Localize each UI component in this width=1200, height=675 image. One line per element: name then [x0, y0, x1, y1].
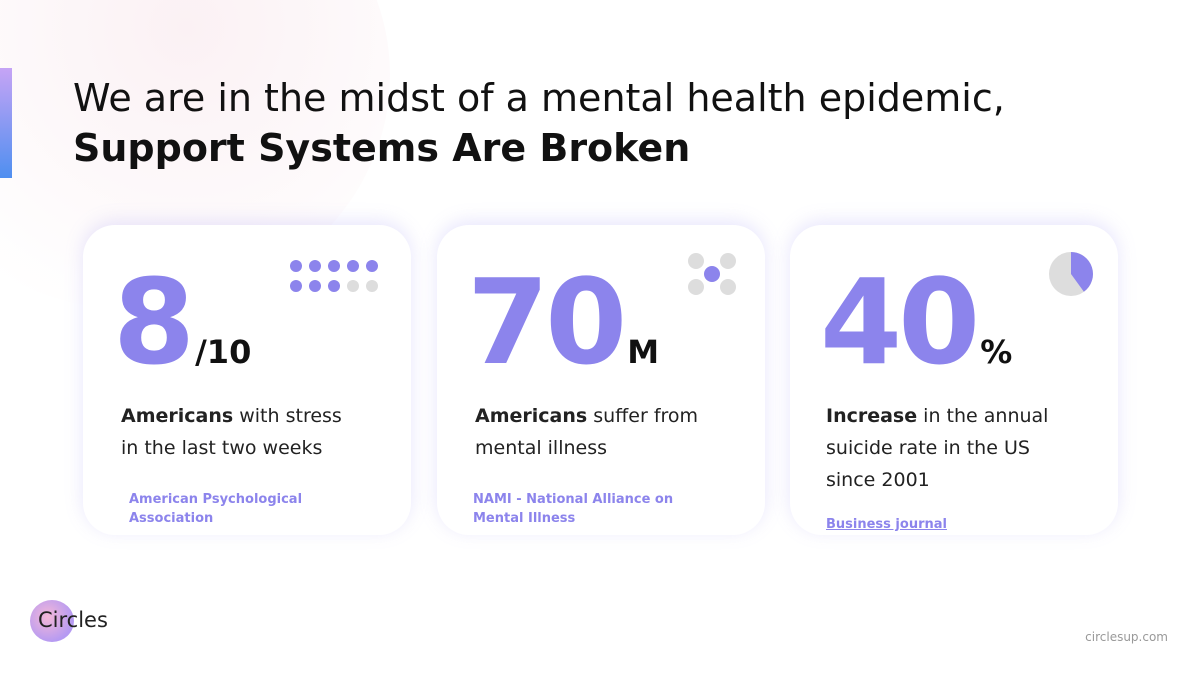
- stat-text: Americans suffer from mental illness: [475, 400, 725, 464]
- source: NAMI - National Alliance on Mental Illne…: [473, 492, 674, 526]
- stat-value: 40: [820, 253, 980, 391]
- stat-card: 8/10 Americans with stress in the last t…: [83, 225, 411, 535]
- stat-card: 70 M Americans suffer from mental illness…: [437, 225, 765, 535]
- stat-rest: in the annual suicide rate in the US sin…: [826, 405, 1049, 491]
- stat-bold: Americans: [475, 405, 588, 427]
- title-line-bold: Support Systems Are Broken: [73, 126, 691, 170]
- stat-bold: Increase: [826, 405, 918, 427]
- stat-card: 40% Increase in the annual suicide rate …: [790, 225, 1118, 535]
- stat-number: 40%: [820, 263, 1012, 381]
- logo-text: Circles: [38, 608, 108, 632]
- stat-suffix: M: [627, 333, 660, 371]
- accent-bar: [0, 68, 12, 178]
- dots-icon: [688, 253, 736, 295]
- stat-number: 8/10: [113, 263, 251, 381]
- source: American Psychological Association: [129, 492, 303, 526]
- dots-icon: [290, 260, 380, 292]
- stat-bold: Americans: [121, 405, 234, 427]
- pie-icon: [1049, 252, 1093, 296]
- title-line: We are in the midst of a mental health e…: [73, 76, 1005, 120]
- stat-text: Increase in the annual suicide rate in t…: [826, 400, 1066, 496]
- stat-suffix: %: [980, 333, 1013, 371]
- stat-value: 70: [467, 253, 627, 391]
- stat-rest: with stress in the last two weeks: [121, 405, 342, 459]
- logo-mark: [30, 600, 74, 642]
- footer-url: circlesup.com: [1085, 630, 1168, 644]
- stat-text: Americans with stress in the last two we…: [121, 400, 361, 464]
- stat-rest: suffer from mental illness: [475, 405, 699, 459]
- stat-suffix: /10: [195, 333, 252, 371]
- stat-value: 8: [113, 253, 195, 391]
- stat-number: 70 M: [467, 263, 659, 381]
- source-link[interactable]: Business journal: [826, 517, 947, 532]
